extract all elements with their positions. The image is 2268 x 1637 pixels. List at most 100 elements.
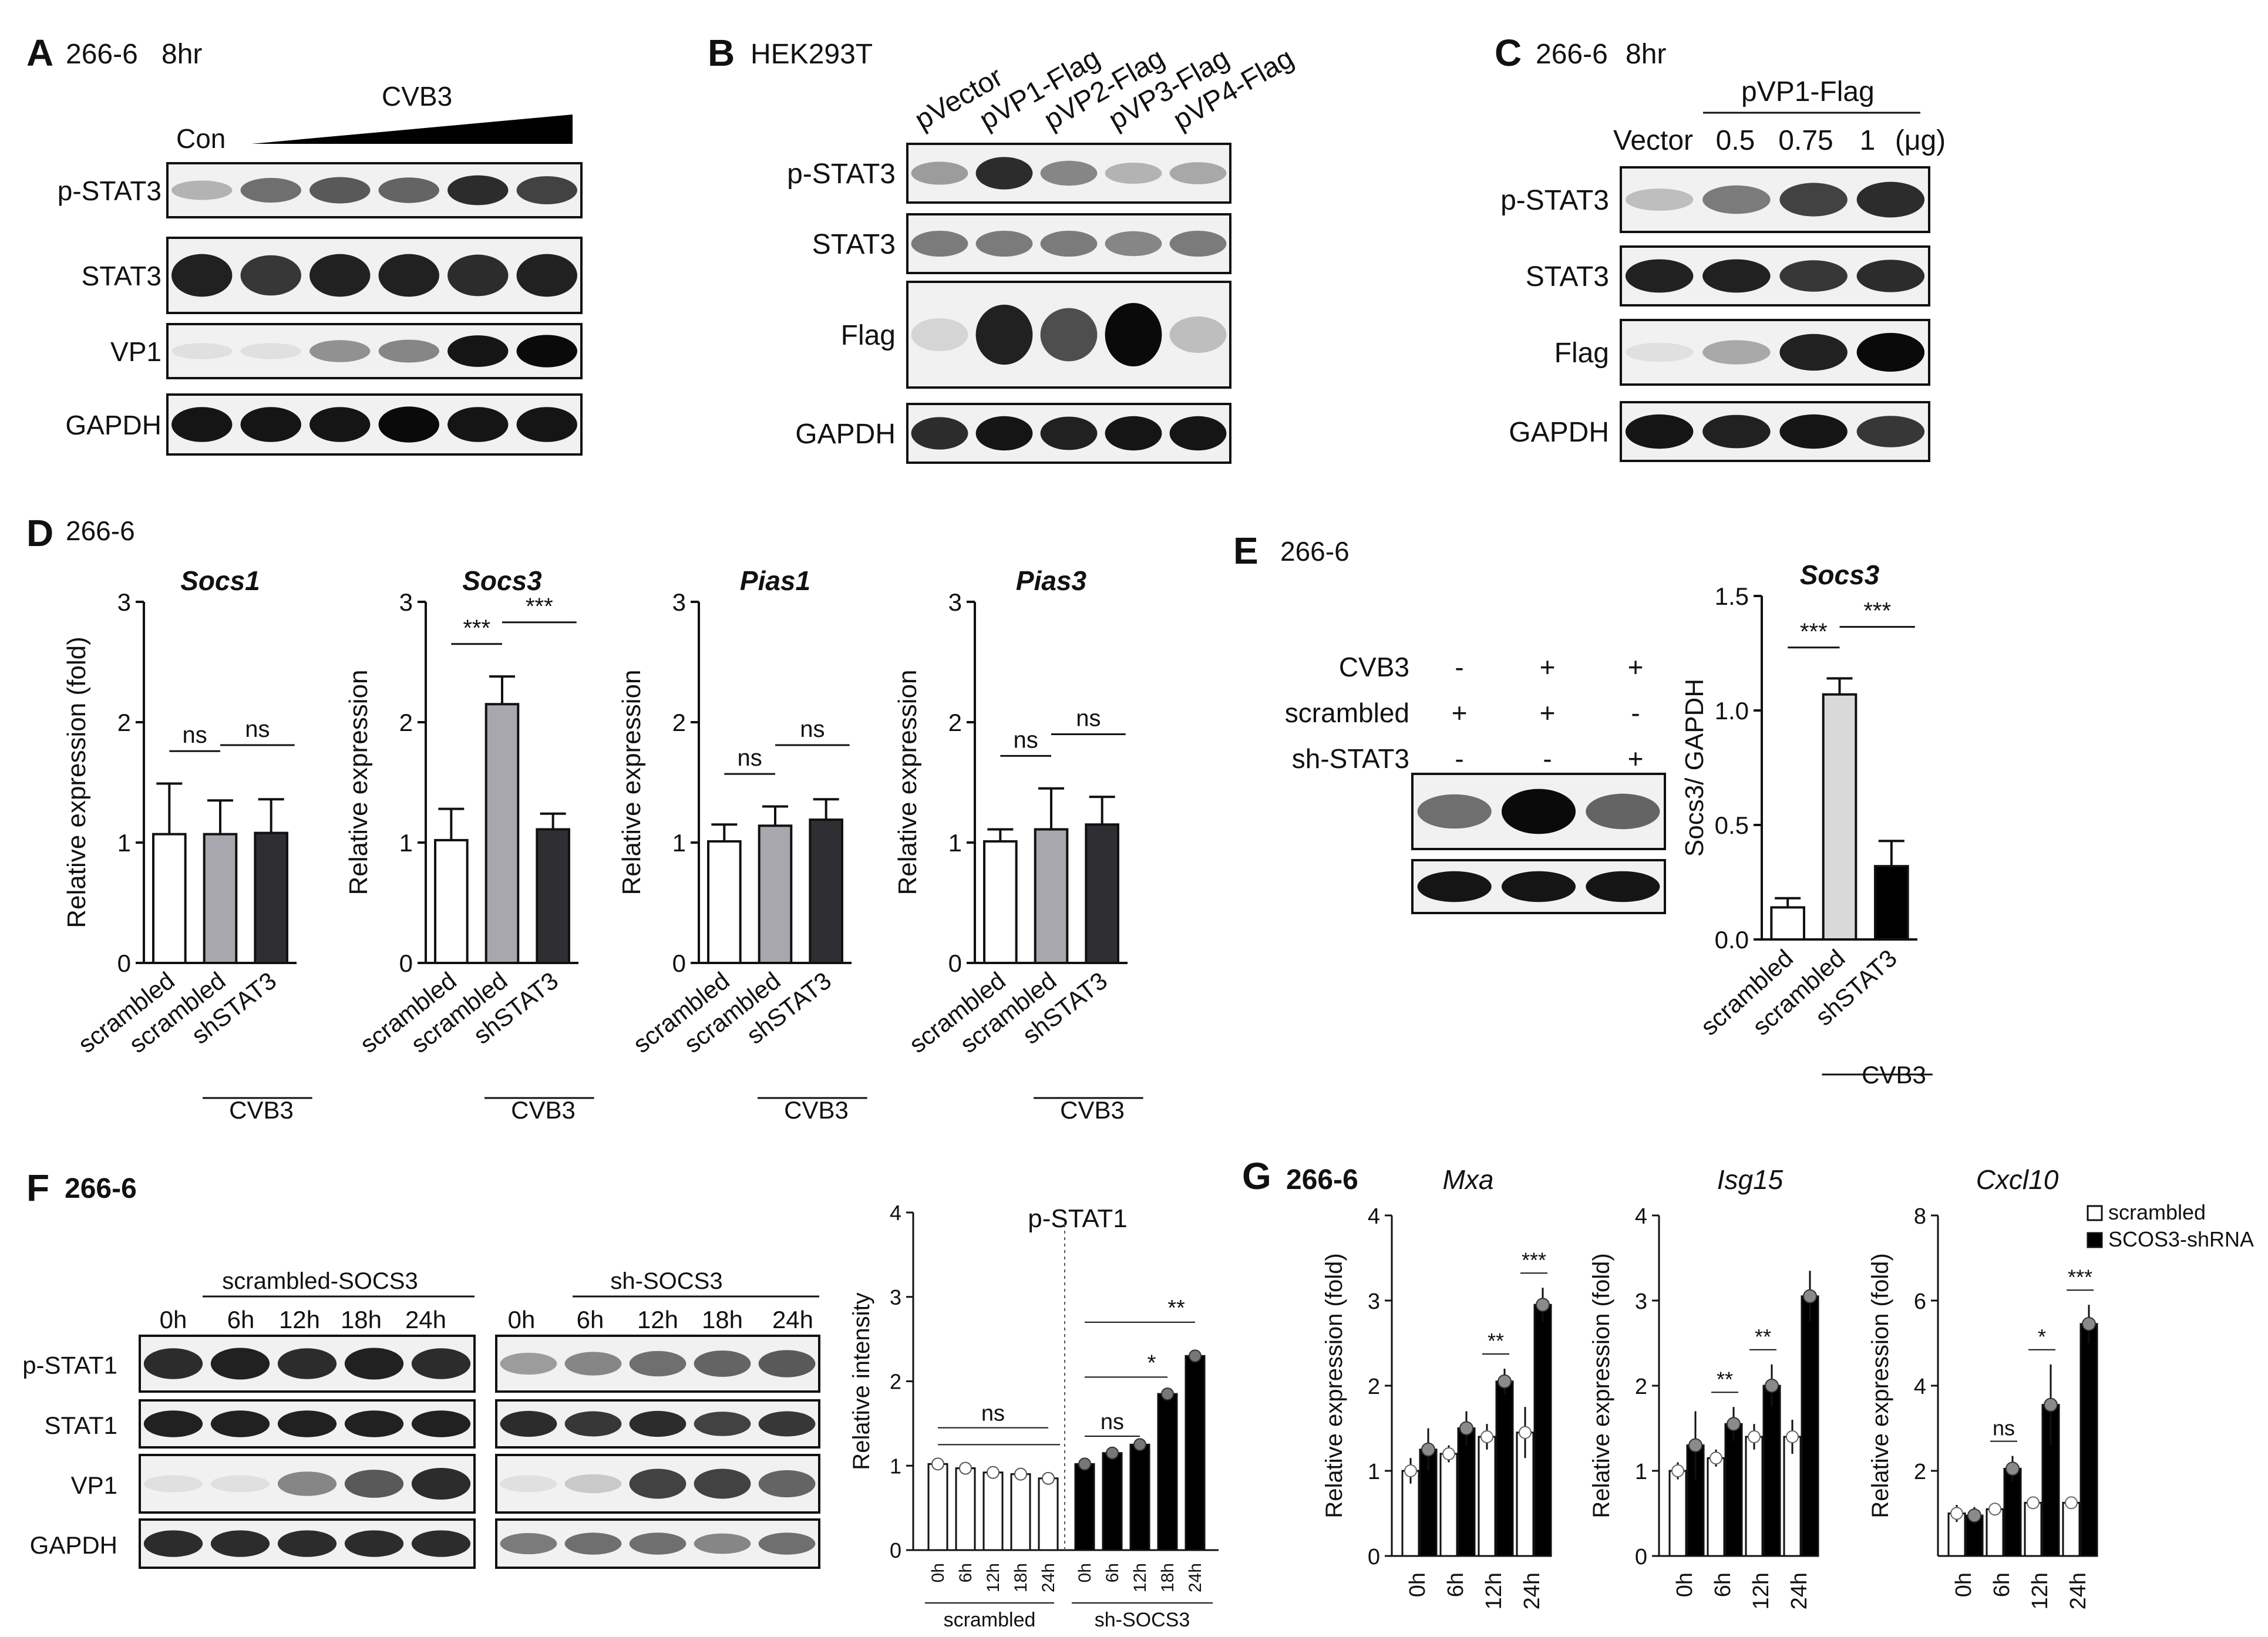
panel-f-chart-point	[959, 1461, 972, 1475]
panel-g-chart-2-time-label: 24h	[1787, 1572, 1812, 1609]
panel-f-b-band	[500, 1532, 557, 1555]
panel-g-chart-1: 0 1 2 3 4 Mxa Relative expression (fold) 0h 6h 12…	[1321, 1164, 1552, 1609]
panel-d-chart-4: 0123scrambledscrambledshSTAT3nsnsPias3Re…	[893, 565, 1143, 1124]
panel-f-b-band	[564, 1532, 622, 1555]
panel-f-a-band	[210, 1475, 270, 1493]
panel-f-chart-bar-sh	[1157, 1393, 1178, 1551]
panel-g-chart-3-bar-scrambled	[1986, 1508, 2004, 1557]
panel-g-chart-3-time-label: 12h	[2028, 1572, 2052, 1609]
panel-f-chart-time-label: 18h	[1158, 1563, 1177, 1592]
panel-d-chart-1-y-tick-label: 0	[117, 949, 131, 977]
panel-f-a-band	[411, 1467, 471, 1500]
panel-e-band	[1501, 789, 1576, 834]
panel-d-chart-1-title: Socs1	[180, 565, 260, 596]
panel-d-chart-2-bar	[484, 703, 520, 964]
panel-f-chart-time-label: 6h	[1103, 1563, 1122, 1582]
panel-g-chart-3-title: Cxcl10	[1976, 1164, 2059, 1195]
panel-f-a-band	[411, 1410, 471, 1437]
panel-d-cvb3-label: CVB3	[1060, 1096, 1125, 1124]
panel-e-condition-mark: +	[1540, 698, 1556, 728]
panel-a-band	[516, 254, 577, 297]
panel-b-letter: B	[708, 32, 735, 74]
panel-g-chart-3-bar-sh	[2079, 1323, 2098, 1557]
panel-g-chart-3-y-label: Relative expression (fold)	[1867, 1253, 1893, 1518]
panel-g-chart-1-bar-sh	[1495, 1380, 1514, 1557]
panel-e-chart-y-tick-label: 0.0	[1715, 926, 1749, 954]
panel-a-band	[171, 343, 233, 359]
panel-f-time-label: 12h	[279, 1306, 320, 1333]
panel-d-chart-3-y-tick-label: 2	[672, 709, 686, 736]
panel-f-chart-y-tick-label: 1	[890, 1454, 901, 1478]
panel-g-chart-3-point	[1950, 1507, 1963, 1520]
panel-f-b-band	[694, 1350, 751, 1377]
panel-f-chart-time-label: 24h	[1039, 1563, 1058, 1592]
panel-c-lane-label: 0.5	[1716, 125, 1755, 156]
panel-b-band	[911, 231, 968, 257]
panel-c-band	[1702, 340, 1771, 365]
panel-d-chart-2-sig-label: ***	[526, 594, 553, 619]
panel-f-time-label: 12h	[637, 1306, 678, 1333]
panel-f-a-band	[411, 1530, 471, 1557]
panel-e-chart-y-tick-label: 0.5	[1715, 811, 1749, 839]
panel-a-row-label: GAPDH	[65, 410, 161, 440]
panel-b-band	[975, 231, 1033, 257]
panel-g-chart-2-bar-sh	[1801, 1295, 1819, 1557]
panel-d-chart-4-sig-label: ns	[1014, 727, 1038, 753]
panel-d-chart-2-sig-label: ***	[463, 615, 490, 641]
panel-f-a-band	[344, 1348, 404, 1380]
panel-f-chart-bar-scrambled	[927, 1463, 948, 1551]
panel-b-band	[1169, 162, 1227, 184]
panel-a-membrane	[166, 393, 583, 456]
panel-g-chart-2-bar-scrambled	[1783, 1436, 1802, 1557]
panel-g-chart-3-bar-scrambled	[2024, 1501, 2042, 1557]
panel-f-chart-bar-scrambled	[1010, 1473, 1031, 1551]
panel-d-chart-2-bar	[536, 828, 570, 964]
panel-e-band	[1417, 871, 1492, 902]
panel-f-chart-y-tick-label: 2	[890, 1370, 901, 1394]
panel-f-chart-y-tick-label: 4	[890, 1201, 901, 1225]
panel-f-b-band	[758, 1411, 816, 1437]
panel-b-band	[1169, 231, 1227, 257]
panel-f-cell: 266-6	[65, 1173, 137, 1204]
panel-f-a-row-label: p-STAT1	[22, 1352, 117, 1379]
panel-g-chart-1-bar-sh	[1533, 1303, 1552, 1557]
panel-f-b-band	[564, 1474, 622, 1494]
panel-d-chart-2-y-tick-label: 1	[399, 829, 413, 857]
panel-g-chart-1-bar-sh	[1457, 1427, 1476, 1557]
panel-c-row-label: GAPDH	[1509, 417, 1609, 448]
panel-e-band	[1586, 871, 1660, 902]
panel-d-chart-1-bar	[152, 833, 187, 965]
panel-b-band	[1040, 308, 1098, 362]
panel-f-a-band	[277, 1410, 337, 1437]
panel-e-chart-y-tick-label: 1.0	[1715, 697, 1749, 725]
panel-g-chart-3: 2 4 6 8 Cxcl10 Relative expression (fold) 0h 6h…	[1867, 1164, 2098, 1609]
panel-e-condition-label: scrambled	[1285, 698, 1409, 728]
panel-g-chart-1-point	[1442, 1447, 1455, 1460]
panel-d-cvb3-label: CVB3	[511, 1096, 576, 1124]
panel-f-b-band	[500, 1352, 557, 1375]
panel-d-chart-4-y-tick-label: 2	[948, 709, 962, 736]
panel-c-row-label: Flag	[1554, 338, 1609, 369]
panel-a-cell: 266-6	[66, 39, 138, 70]
panel-e-condition-mark: +	[1628, 743, 1644, 774]
panel-f-letter: F	[26, 1167, 49, 1209]
panel-f-a-band	[143, 1475, 203, 1493]
panel-b-band	[1040, 231, 1098, 257]
panel-c-lane-label: (μg)	[1895, 125, 1946, 156]
panel-f-chart-point	[1106, 1446, 1119, 1460]
panel-c-band	[1625, 342, 1694, 362]
panel-a-band	[516, 407, 577, 442]
panel-g-chart-2-bar-scrambled	[1668, 1470, 1687, 1557]
panel-b-band	[1105, 416, 1162, 451]
panel-e-condition-mark: +	[1452, 698, 1468, 728]
panel-d-cvb3-label: CVB3	[229, 1096, 294, 1124]
panel-g-chart-1-point	[1404, 1464, 1417, 1477]
panel-f-time-label: 18h	[702, 1306, 743, 1333]
panel-e-chart-y-label: Socs3/ GAPDH	[1680, 679, 1709, 857]
panel-c-lane-label: 1	[1860, 125, 1876, 156]
panel-a-band	[447, 335, 509, 367]
panel-f-a-band	[344, 1470, 404, 1498]
panel-d-chart-1-bar	[254, 831, 288, 964]
panel-a-blot: p-STAT3 STAT3 VP1 GAPDH	[58, 162, 583, 456]
